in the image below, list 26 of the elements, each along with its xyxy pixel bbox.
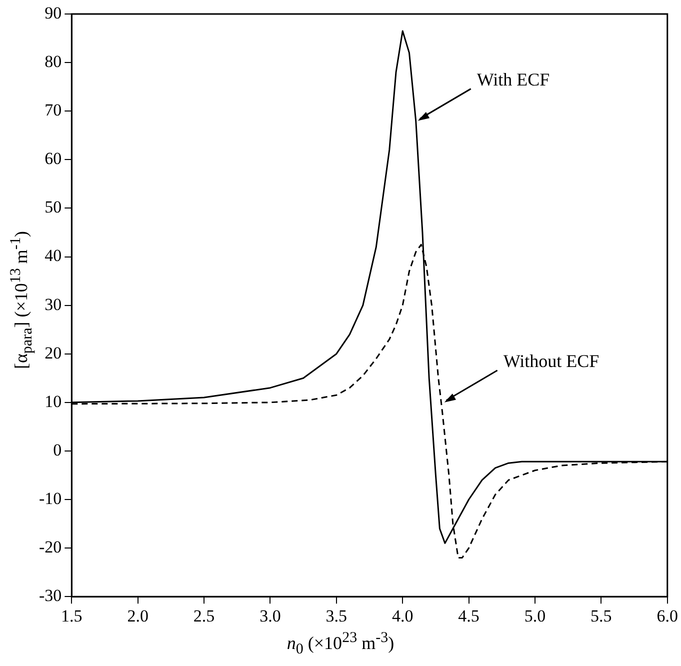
x-tick-label: 5.0 — [524, 606, 546, 626]
x-tick-label: 4.0 — [392, 606, 414, 626]
y-tick-label: 60 — [44, 149, 62, 168]
x-axis-title: n$_{0}$ (×10$^{23}$ m$^{-3}$) — [286, 630, 396, 659]
y-tick-label: -10 — [38, 488, 62, 508]
x-tick-label: 3.5 — [326, 606, 348, 626]
x-tick-label: 5.5 — [590, 606, 612, 626]
x-tick-label: 3.0 — [260, 606, 281, 626]
x-tick-label: 6.0 — [656, 606, 678, 626]
x-tick-label: 2.0 — [127, 606, 148, 626]
annotation: Without ECF — [503, 351, 600, 372]
y-tick-label: 10 — [44, 392, 62, 411]
y-tick-label: 50 — [44, 198, 62, 217]
y-tick-label: 0 — [53, 440, 62, 460]
y-tick-label: -20 — [38, 538, 62, 557]
y-tick-label: 30 — [44, 294, 62, 314]
y-tick-label: 20 — [44, 343, 62, 362]
x-tick-label: 1.5 — [61, 606, 82, 626]
x-tick-label: 2.5 — [193, 606, 215, 626]
y-tick-label: 80 — [44, 52, 62, 72]
x-tick-label: 4.5 — [458, 606, 480, 626]
annotation: With ECF — [476, 70, 550, 90]
y-tick-label: -30 — [38, 586, 62, 606]
y-tick-label: 70 — [44, 100, 62, 120]
y-tick-label: 40 — [44, 246, 62, 266]
y-tick-label: 90 — [44, 3, 62, 22]
